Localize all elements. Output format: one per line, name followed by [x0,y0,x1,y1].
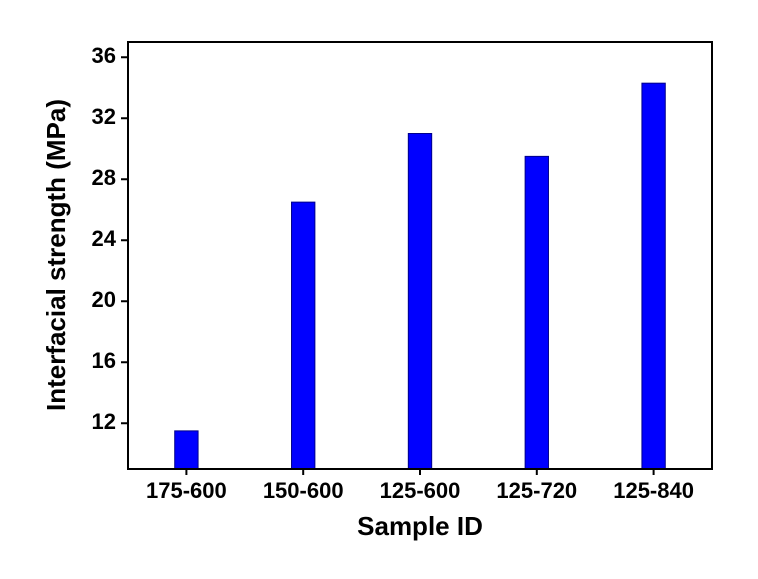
bar [524,155,549,470]
y-tick-label: 20 [92,287,116,312]
x-tick-label: 125-600 [380,478,461,503]
bar [641,82,666,470]
plot-frame [127,41,713,470]
bar [174,430,199,470]
y-tick-label: 12 [92,409,116,434]
x-tick-label: 175-600 [146,478,227,503]
x-tick-label: 150-600 [263,478,344,503]
y-tick-label: 28 [92,165,116,190]
x-tick-label: 125-840 [613,478,694,503]
y-tick-label: 16 [92,348,116,373]
y-tick-label: 36 [92,43,116,68]
bar [291,201,316,470]
y-tick-label: 32 [92,104,116,129]
x-axis-label: Sample ID [357,511,483,541]
bar [407,133,433,470]
y-tick-label: 24 [92,226,117,251]
y-axis-label: Interfacial strength (MPa) [41,99,71,411]
x-tick-label: 125-720 [496,478,577,503]
